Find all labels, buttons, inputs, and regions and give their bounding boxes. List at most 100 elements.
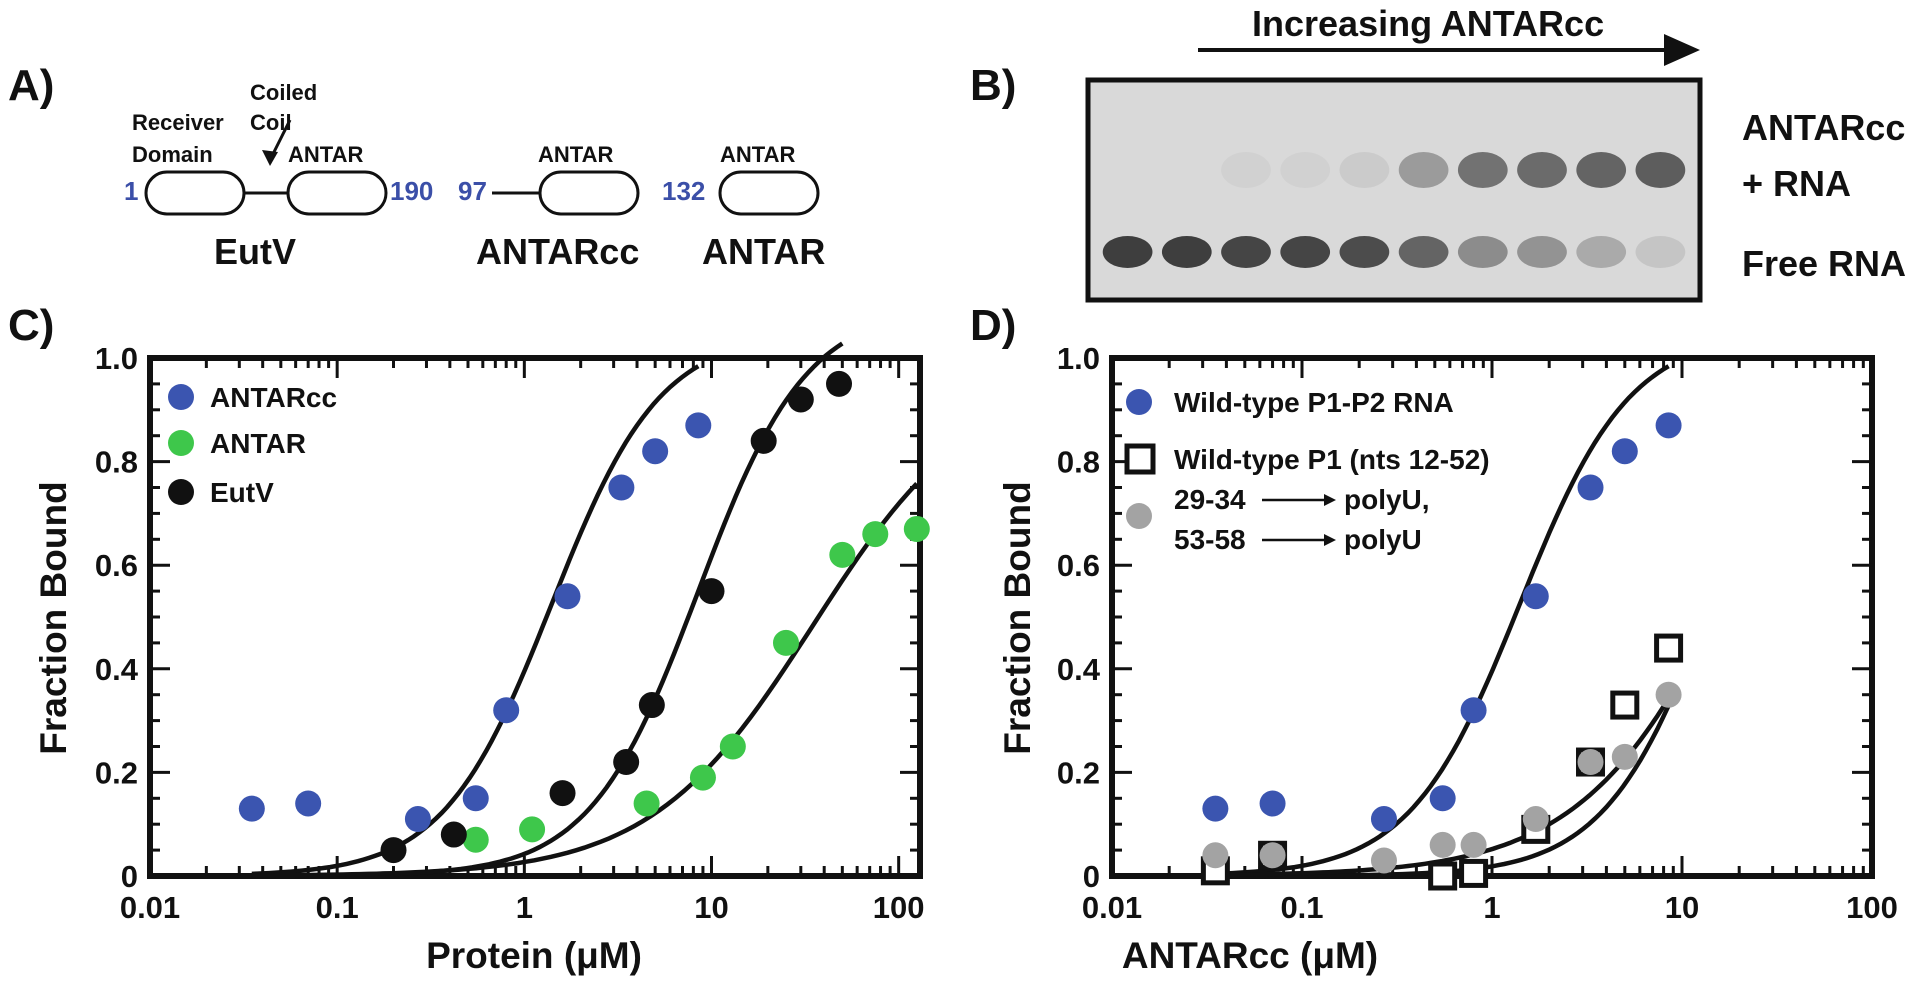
fit-curve [393,341,844,877]
data-point [1522,806,1549,833]
x-tick-label: 100 [873,890,925,925]
x-tick-label: 10 [694,890,728,925]
data-point [462,826,489,853]
data-point [608,474,635,501]
legend-d-wt-p1p2-marker [1126,389,1152,415]
gel-free-band [1280,236,1331,268]
gel-complex-band [1339,152,1390,188]
increasing-arrow-head [1664,34,1700,66]
data-point [903,515,930,542]
arrow-label: Increasing ANTARcc [1252,3,1604,44]
plot-frame [1109,355,1875,879]
data-point [1429,831,1456,858]
x-tick-label: 1 [516,890,533,925]
chart-d-xlabel: ANTARcc (μM) [1122,935,1378,976]
panel-label-d: D) [970,301,1016,350]
antarcc-antar-shape [538,170,640,216]
data-point [1370,806,1397,833]
data-point [1259,790,1286,817]
antar-name: ANTAR [702,231,825,272]
panel-b: B) Increasing ANTARcc ANTARcc + RNA Free… [970,3,1906,303]
legend-d-polyu-arrowhead-2 [1324,534,1336,546]
data-point [642,438,669,465]
y-tick-label: 0 [121,859,138,894]
legend-d-polyu-1b: polyU, [1344,484,1430,515]
complex-label-1: ANTARcc [1742,107,1905,148]
data-point [750,427,777,454]
gel-complex-band [1517,152,1567,188]
y-tick-label: 0.8 [1057,445,1100,480]
x-tick-label: 0.1 [1280,890,1323,925]
data-point [1611,743,1638,770]
fit-curve [251,364,700,877]
data-point [862,521,889,548]
gel-complex-band [1457,152,1508,188]
chart-d: 0.01 0.1 1 10 100 0 0.2 0.4 0.6 0.8 1.0 [1057,341,1898,925]
data-point [829,541,856,568]
free-rna-label: Free RNA [1742,243,1906,284]
antar-antar-shape [718,170,820,216]
panel-c: C) 0.01 0.1 1 10 100 0 0.2 0.4 0.6 0.8 1.0 Protein… [8,301,930,976]
complex-label-2: + RNA [1742,163,1851,204]
legend-c-antarcc-marker [168,384,194,410]
data-point [380,837,407,864]
gel-free-band [1517,236,1567,268]
receiver-domain-shape [144,170,246,216]
data-point [1259,842,1286,869]
data-point [719,733,746,760]
gel-free-band [1102,236,1153,268]
gel-complex-band [1280,152,1331,188]
antarcc-start-num: 97 [458,176,487,206]
x-tick-label: 0.1 [316,890,359,925]
data-point [1460,831,1487,858]
data-point [1655,681,1682,708]
data-point [1610,690,1640,720]
legend-c-eutv-marker [168,479,194,505]
data-point [1522,583,1549,610]
antar-start-num: 132 [662,176,705,206]
legend-d-wt-p1: Wild-type P1 (nts 12-52) [1174,444,1490,475]
receiver-label-1: Receiver [132,110,224,135]
gel-complex-band [1162,152,1212,188]
data-point [440,821,467,848]
panel-label-c: C) [8,301,54,350]
gel-complex-band [1576,152,1627,188]
x-tick-label: 10 [1665,890,1699,925]
data-point [1202,795,1229,822]
gel-complex-band [1221,152,1271,188]
data-point [1611,438,1638,465]
eutv-start-num: 1 [124,176,138,206]
data-point [1577,749,1604,776]
data-point [519,816,546,843]
eutv-antar-shape [286,170,388,216]
antarcc-name: ANTARcc [476,231,639,272]
x-tick-label: 100 [1846,890,1898,925]
data-point [1654,633,1684,663]
data-point [772,629,799,656]
data-point [554,583,581,610]
chart-c-xlabel: Protein (μM) [426,935,642,976]
fit-curve [251,481,919,878]
panel-a: A) Coiled Coil Receiver Domain ANTAR 1 1… [8,61,825,272]
data-point [689,764,716,791]
panel-label-a: A) [8,61,54,110]
data-point [685,412,712,439]
gel-free-band [1398,236,1449,268]
legend-c-antarcc: ANTARcc [210,382,337,413]
panel-label-b: B) [970,61,1016,110]
data-point [462,785,489,812]
gel-free-band [1576,236,1627,268]
legend-d-polyu-2b: polyU [1344,524,1422,555]
data-point [295,790,322,817]
legend-c-antar: ANTAR [210,428,306,459]
data-point [549,780,576,807]
y-tick-label: 0.8 [95,445,138,480]
data-point [1428,861,1458,891]
y-tick-label: 0.4 [95,652,139,687]
data-point [633,790,660,817]
x-tick-label: 1 [1483,890,1500,925]
data-point [1577,474,1604,501]
gel-complex-band [1103,152,1153,188]
fit-curve [1215,697,1671,878]
y-tick-label: 1.0 [95,341,138,376]
